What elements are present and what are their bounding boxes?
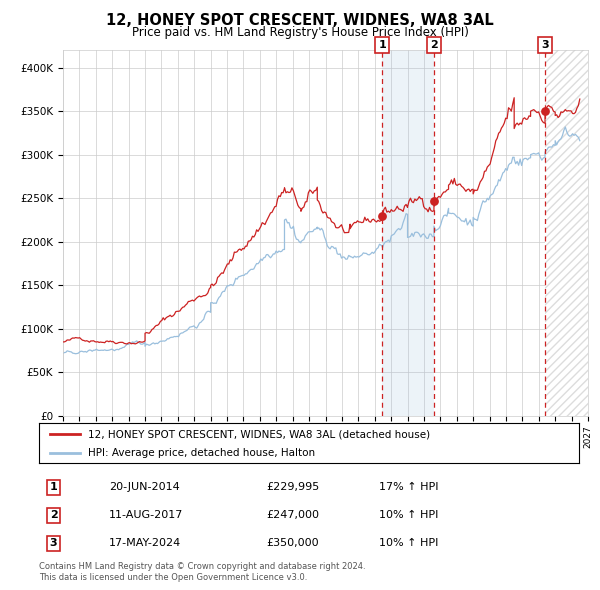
Text: £229,995: £229,995 (266, 482, 319, 492)
Text: 17-MAY-2024: 17-MAY-2024 (109, 539, 181, 548)
Text: 2: 2 (50, 510, 58, 520)
Point (377, 211, 387, 220)
Bar (382, 50, 434, 416)
Text: 1: 1 (50, 482, 58, 492)
Bar (545, 50, 588, 416)
Text: 1: 1 (379, 40, 386, 50)
Text: 20-JUN-2014: 20-JUN-2014 (109, 482, 180, 492)
Text: 11-AUG-2017: 11-AUG-2017 (109, 510, 184, 520)
Text: Price paid vs. HM Land Registry's House Price Index (HPI): Price paid vs. HM Land Registry's House … (131, 26, 469, 39)
Text: £247,000: £247,000 (266, 510, 319, 520)
Point (540, 106, 550, 116)
Text: Contains HM Land Registry data © Crown copyright and database right 2024.: Contains HM Land Registry data © Crown c… (39, 562, 365, 571)
Text: 3: 3 (50, 539, 58, 548)
Text: 3: 3 (541, 40, 549, 50)
Text: 12, HONEY SPOT CRESCENT, WIDNES, WA8 3AL (detached house): 12, HONEY SPOT CRESCENT, WIDNES, WA8 3AL… (88, 430, 430, 440)
Text: 12, HONEY SPOT CRESCENT, WIDNES, WA8 3AL: 12, HONEY SPOT CRESCENT, WIDNES, WA8 3AL (106, 13, 494, 28)
Text: 2: 2 (430, 40, 438, 50)
Text: £350,000: £350,000 (266, 539, 319, 548)
Text: 17% ↑ HPI: 17% ↑ HPI (379, 482, 439, 492)
Point (429, 196, 439, 205)
Text: This data is licensed under the Open Government Licence v3.0.: This data is licensed under the Open Gov… (39, 572, 307, 582)
Text: 10% ↑ HPI: 10% ↑ HPI (379, 510, 439, 520)
Bar (545, 50, 588, 416)
Text: HPI: Average price, detached house, Halton: HPI: Average price, detached house, Halt… (88, 448, 315, 458)
Text: 10% ↑ HPI: 10% ↑ HPI (379, 539, 439, 548)
